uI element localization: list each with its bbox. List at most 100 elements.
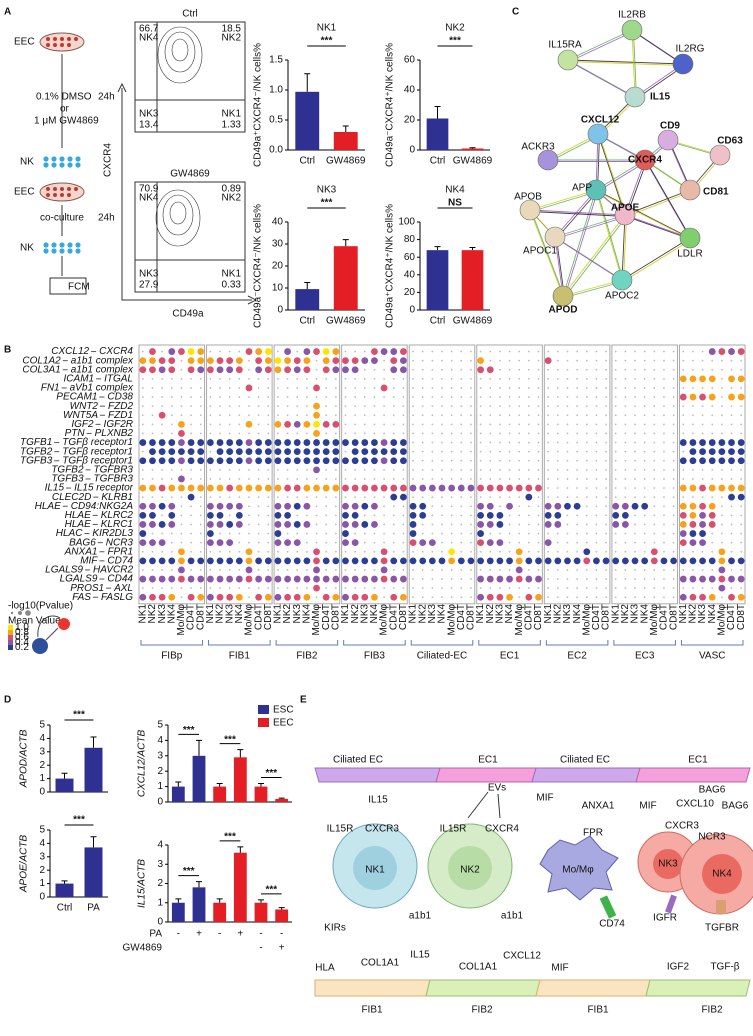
bar [295,289,320,310]
dot [257,396,260,398]
dot [431,514,434,517]
dot [371,502,378,510]
dot [305,387,308,389]
dot [373,541,376,544]
dot [730,414,733,417]
diagram-label: TGF-β [710,962,739,973]
dot [402,514,405,517]
dot [245,384,253,392]
flow-title: Ctrl [182,9,198,20]
dot [325,405,328,408]
dot [373,377,376,380]
dot [672,514,675,517]
dot [701,414,704,417]
dot [634,514,636,517]
dot [399,448,407,456]
dot [711,414,714,417]
dot [248,377,250,380]
diagram-label: HLA [315,963,335,974]
dot [141,405,144,408]
dot [187,439,195,446]
dot [402,541,405,544]
dot [614,359,617,362]
dot [284,448,291,456]
dot [383,414,385,417]
dot [605,578,607,580]
dot [583,557,591,565]
schematic-label: co-culture [40,213,84,224]
column-label: CD4T [186,604,197,630]
dot [508,496,511,499]
dot [450,532,453,535]
dot [180,596,183,599]
dot [390,575,398,583]
diagram-label: Ciliated EC [333,755,383,766]
y-tick-label: 3 [39,746,45,757]
dot [187,457,195,465]
dot [605,496,607,499]
dot [209,450,212,453]
dot [380,484,388,492]
dot [161,550,164,553]
dot [663,468,665,471]
dot [605,396,607,398]
dot [730,587,733,590]
bar [254,786,268,802]
dot [682,587,685,590]
dot [605,523,607,526]
dot [383,478,385,480]
dot [161,569,164,571]
dot [699,575,706,583]
dot [354,569,357,571]
dot [158,484,166,492]
dot [257,587,260,590]
dot [255,439,263,446]
network-node [537,149,559,171]
ligand-label: IL15 [45,483,65,494]
dot [332,357,340,365]
dot [556,468,559,471]
dot [399,439,407,446]
icon-arrow [37,615,61,641]
error-bar [216,783,223,787]
dot [605,550,607,553]
x-tick-label: GW4869 [326,316,366,327]
dot [486,502,494,510]
dot [682,468,685,471]
dot [708,448,716,456]
dot [547,423,550,426]
dot [467,557,475,565]
membrane [535,979,651,997]
dot [296,496,299,499]
dot [547,532,550,535]
dot [576,368,579,371]
dot [322,457,330,465]
column-label: Mo/Mφ [311,603,322,635]
dot [631,557,639,565]
receptor-label: KLRB1 [101,492,133,503]
dot [139,530,147,537]
dot [527,550,530,553]
dot [679,539,687,547]
dot [361,357,369,365]
cell-dot [67,37,71,41]
dot [470,414,472,417]
dot [518,541,521,544]
dot [547,587,550,590]
group-label: VASC [699,651,726,662]
dot [605,532,607,535]
dot [354,405,357,408]
dot [653,514,656,517]
dot [228,432,231,435]
flow-arrows [117,82,258,305]
dot [470,578,472,580]
error-bar [196,881,202,888]
error-bar [90,736,97,748]
dot [235,457,243,465]
dot [682,432,685,435]
color-key [8,625,13,630]
dot [363,350,366,353]
dot [235,511,243,519]
dot [187,493,195,501]
dot [576,541,579,544]
